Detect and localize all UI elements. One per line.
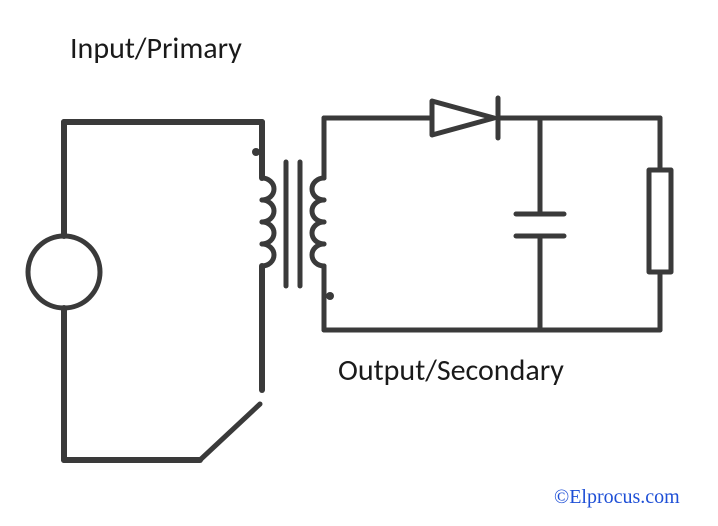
- label-output-secondary: Output/Secondary: [338, 352, 564, 389]
- diode-triangle: [432, 101, 494, 135]
- transformer-secondary-coil: [312, 178, 324, 266]
- resistor-load: [649, 170, 671, 272]
- switch-arm: [200, 404, 260, 460]
- transformer-primary-coil: [262, 178, 274, 266]
- source-symbol: [28, 236, 100, 308]
- label-input-primary: Input/Primary: [70, 30, 242, 67]
- transformer-dot-secondary: [326, 292, 334, 300]
- circuit-diagram: [0, 0, 718, 526]
- watermark-text: ©Elprocus.com: [554, 486, 680, 509]
- transformer-dot-primary: [252, 148, 260, 156]
